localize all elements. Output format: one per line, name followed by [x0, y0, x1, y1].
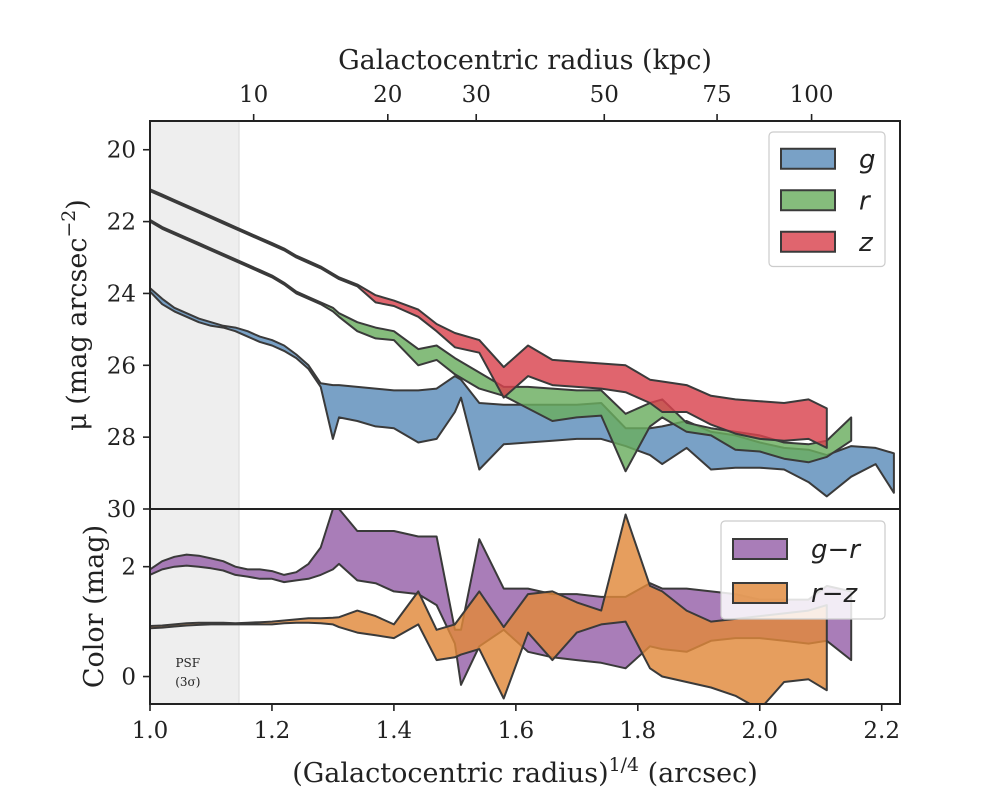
- kpc-top-axis-ticks: 10 20 30 50 75 100: [239, 82, 834, 121]
- psf-note-sigma: (3σ): [175, 675, 200, 689]
- x-axis-label: (Galactocentric radius)1/4 (arcsec): [292, 754, 758, 789]
- color-legend: g−r r−z: [720, 520, 886, 620]
- color-y-axis-ticks: 02: [121, 555, 150, 691]
- x-tick-label: 1.2: [254, 718, 291, 744]
- kpc-tick-label: 100: [790, 82, 834, 108]
- color-bands: [150, 509, 853, 704]
- legend-label-r-z: r−z: [811, 579, 858, 609]
- x-tick-label: 2.2: [863, 718, 900, 744]
- legend-label-z: z: [858, 228, 874, 258]
- kpc-tick-label: 20: [373, 82, 402, 108]
- band-legend: grz: [768, 131, 886, 268]
- x-tick-label: 1.0: [132, 718, 169, 744]
- kpc-tick-label: 10: [239, 82, 268, 108]
- psf-note: PSF: [175, 656, 200, 670]
- radius-x-axis-ticks: 1.0 1.2 1.4 1.6 1.8 2.0 2.2: [132, 704, 900, 744]
- x-tick-label: 1.4: [376, 718, 413, 744]
- legend-box: [720, 520, 886, 620]
- legend-swatch-z: [780, 230, 836, 253]
- color-y-axis-label: Color (mag): [79, 525, 110, 688]
- y-tick-label: 2: [121, 555, 136, 581]
- mu-y-axis-label: μ (mag arcsec−2): [58, 199, 93, 431]
- legend-swatch-r: [780, 189, 836, 212]
- legend-swatch-g: [780, 147, 836, 170]
- y-tick-label: 26: [107, 353, 136, 379]
- band-g: [150, 287, 895, 498]
- kpc-tick-label: 50: [590, 82, 619, 108]
- legend-label-r: r: [859, 186, 872, 216]
- mu-y-axis-ticks: 20 22 24 26 28 30: [107, 138, 150, 523]
- y-tick-label: 24: [107, 281, 136, 307]
- y-tick-label: 30: [107, 497, 136, 523]
- y-tick-label: 20: [107, 138, 136, 164]
- kpc-tick-label: 75: [702, 82, 731, 108]
- x-tick-label: 1.6: [498, 718, 535, 744]
- bottom-panel-frame: [149, 508, 901, 705]
- psf-region-shade: [149, 508, 240, 705]
- y-tick-label: 28: [107, 425, 136, 451]
- y-tick-label: 22: [107, 210, 136, 236]
- surface-brightness-bands: [150, 188, 895, 498]
- top-x-axis-label: Galactocentric radius (kpc): [338, 45, 712, 76]
- x-tick-label: 1.8: [620, 718, 657, 744]
- legend-label-g-r: g−r: [811, 535, 862, 565]
- x-tick-label: 2.0: [741, 718, 778, 744]
- psf-region-shade: [149, 120, 240, 510]
- band-r: [150, 218, 853, 473]
- legend-label-g: g: [859, 145, 876, 175]
- band-r-z: [150, 513, 828, 704]
- legend-swatch-r-z: [732, 582, 788, 604]
- legend-swatch-g-r: [732, 538, 788, 560]
- band-z: [150, 188, 828, 449]
- color-panel: 02 1.0 1.2 1.4 1.6 1.8 2.0 2.2 g−rr−z PSF (3σ): [121, 508, 901, 744]
- surface-brightness-panel: 20 22 24 26 28 30 10 20 30 50 75 100 grz: [107, 82, 901, 523]
- kpc-tick-label: 30: [462, 82, 491, 108]
- y-tick-label: 0: [121, 665, 136, 691]
